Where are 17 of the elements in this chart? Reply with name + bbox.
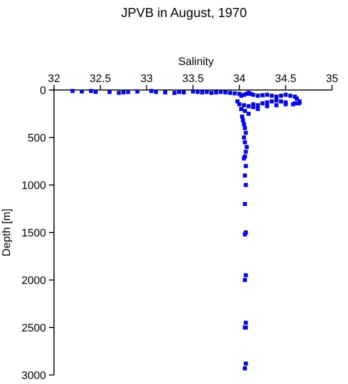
y-tick-label: 2500 xyxy=(22,322,46,334)
y-axis-title: Depth [m] xyxy=(1,208,13,256)
x-tick-label: 33 xyxy=(140,73,153,85)
y-tick-label: 0 xyxy=(40,85,46,97)
x-tick-label: 34 xyxy=(233,73,246,85)
y-tick-label: 1500 xyxy=(22,228,46,240)
x-axis-title: Salinity xyxy=(178,56,214,68)
x-tick-label: 32.5 xyxy=(90,73,112,85)
x-tick-label: 35 xyxy=(326,73,338,85)
y-tick-label: 1000 xyxy=(22,180,46,192)
y-tick-label: 500 xyxy=(28,132,46,144)
x-tick-label: 34.5 xyxy=(274,73,296,85)
x-tick-label: 32 xyxy=(48,73,60,85)
y-tick-label: 2000 xyxy=(22,275,46,287)
y-tick-label: 3000 xyxy=(22,370,46,382)
chart-title: JPVB in August, 1970 xyxy=(121,5,247,20)
x-tick-label: 33.5 xyxy=(182,73,204,85)
